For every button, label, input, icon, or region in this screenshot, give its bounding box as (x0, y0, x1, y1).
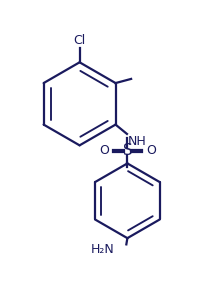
Text: S: S (122, 144, 132, 158)
Text: O: O (146, 144, 156, 158)
Text: Cl: Cl (73, 34, 86, 47)
Text: O: O (99, 144, 109, 158)
Text: NH: NH (128, 135, 147, 148)
Text: H₂N: H₂N (91, 243, 115, 256)
